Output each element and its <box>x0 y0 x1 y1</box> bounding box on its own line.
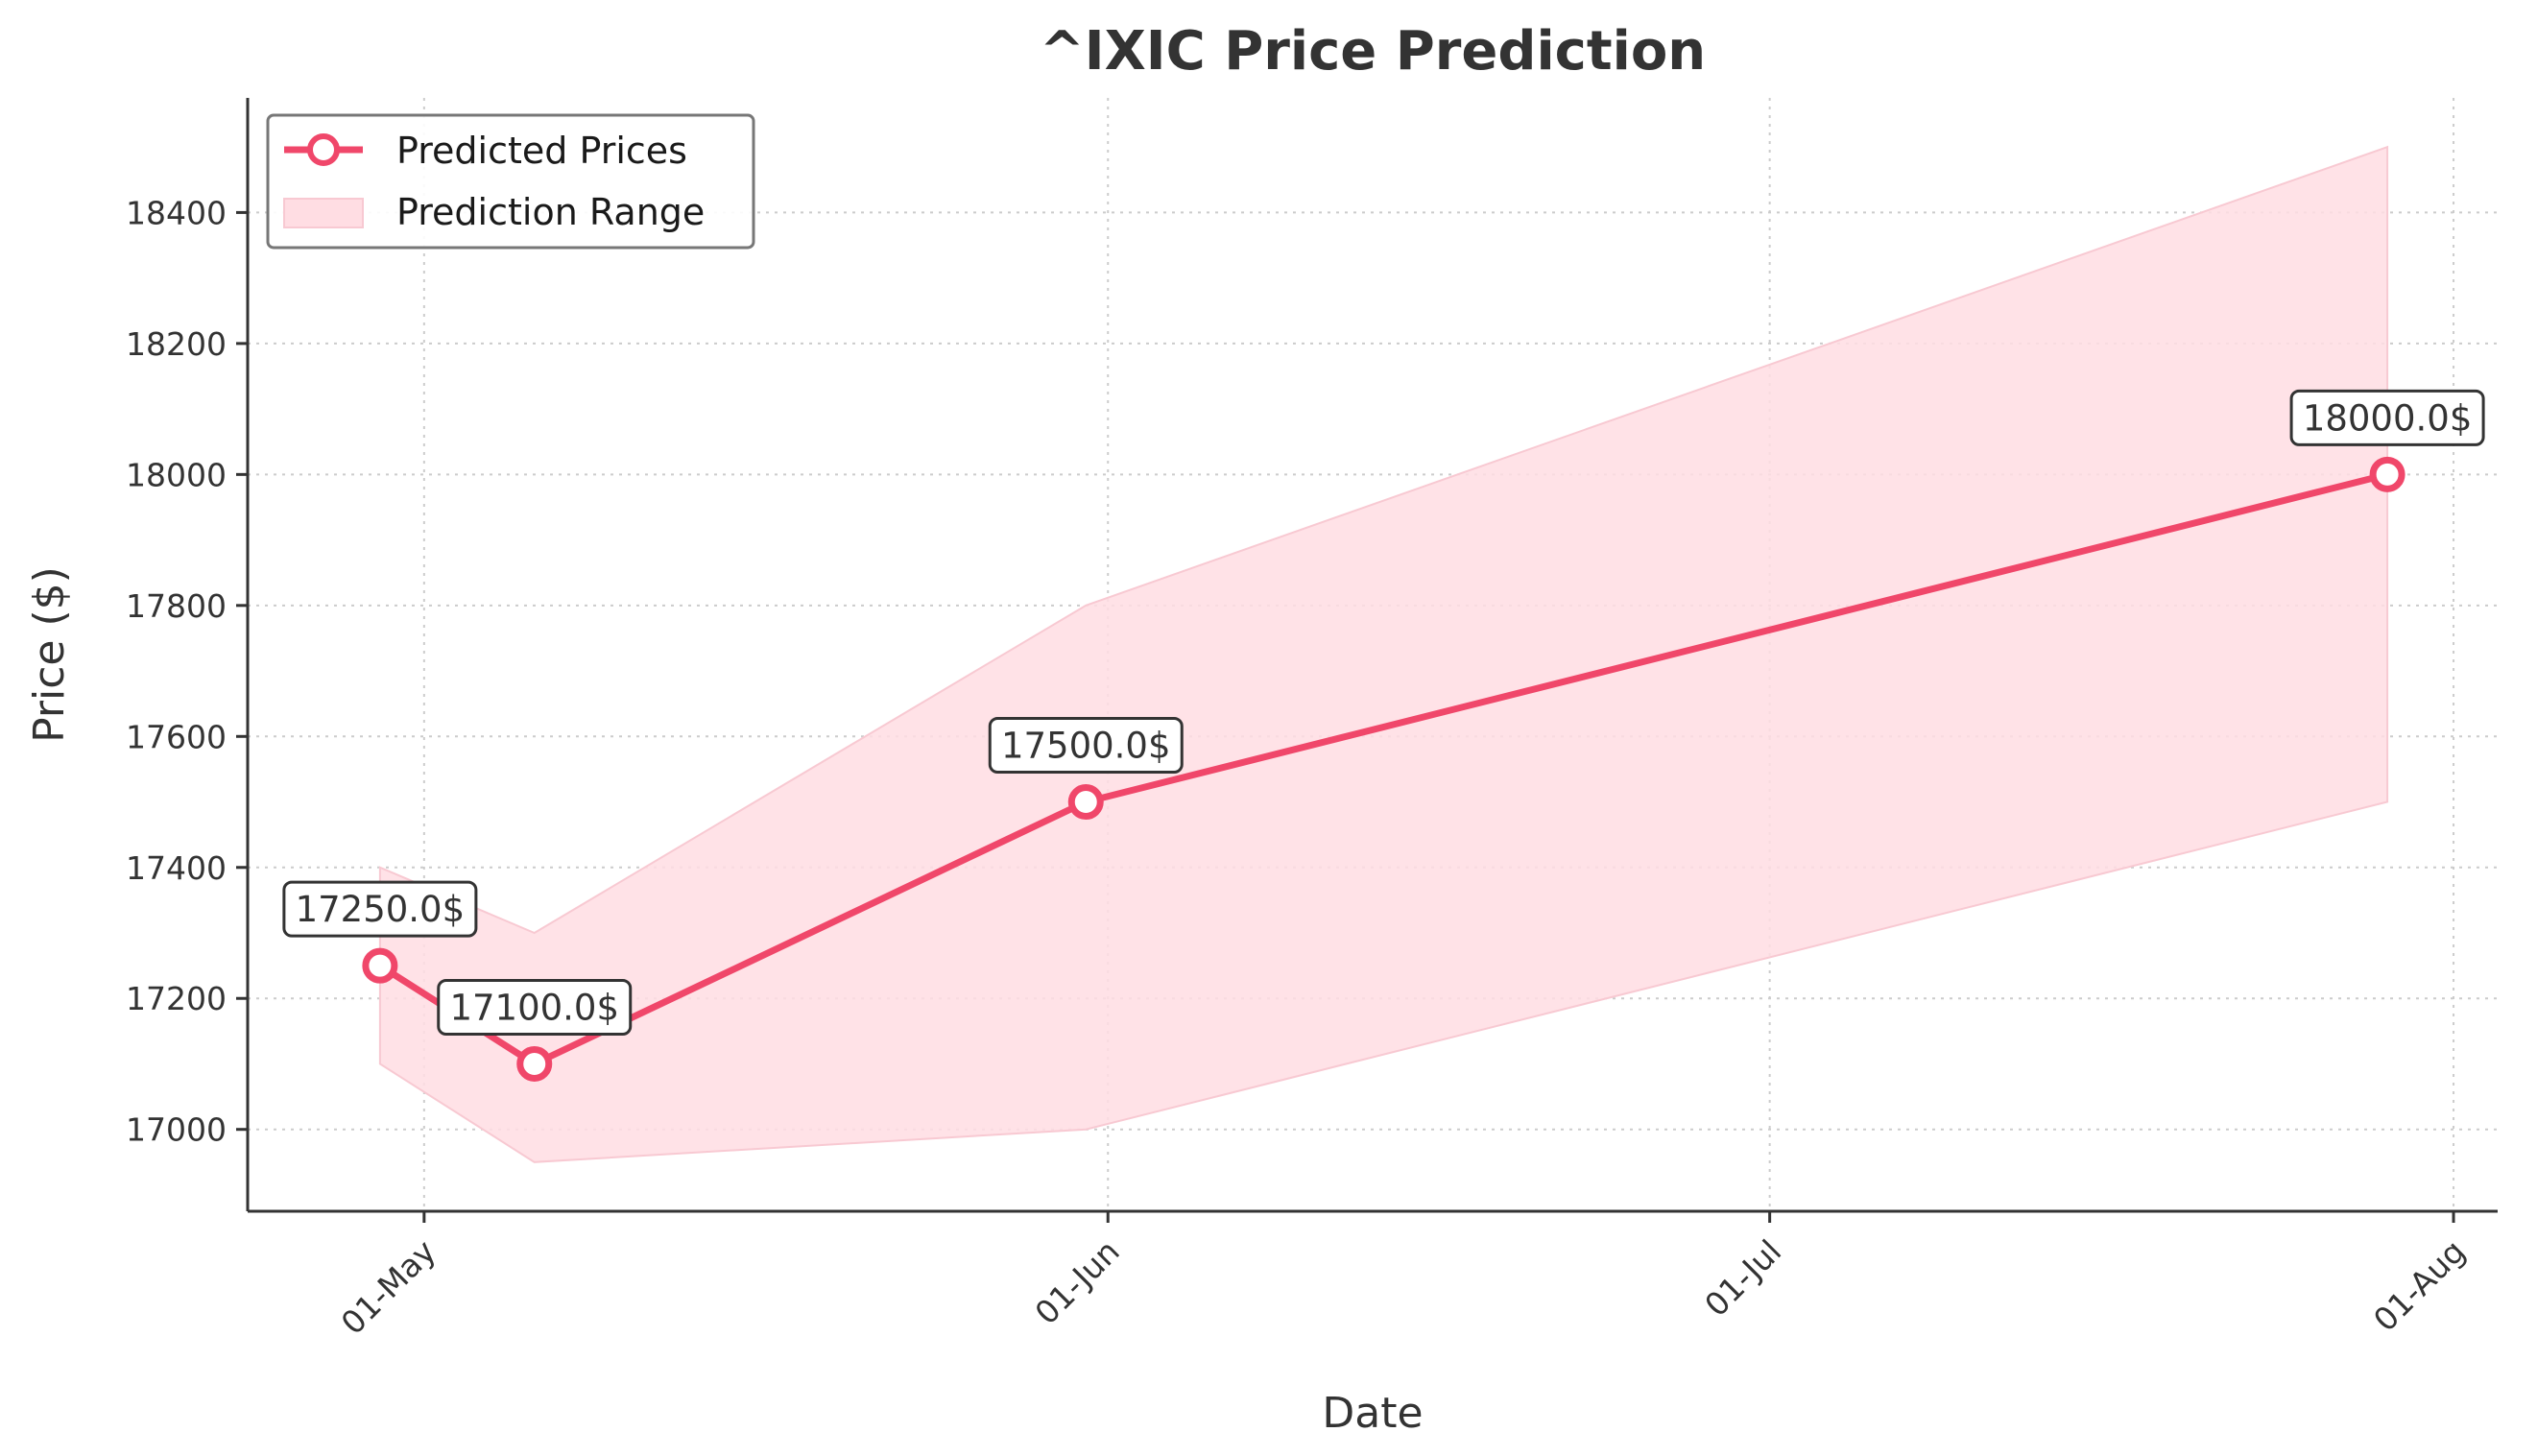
chart-title: ^IXIC Price Prediction <box>1040 20 1706 83</box>
annotation-box <box>988 717 1184 775</box>
legend-label-range: Prediction Range <box>396 191 705 233</box>
x-tick-label: 01-May <box>334 1232 443 1342</box>
data-point <box>516 1045 553 1082</box>
y-tick-label: 17400 <box>126 849 227 887</box>
axes <box>246 98 2498 1213</box>
annotation-box <box>437 978 633 1036</box>
y-axis-title: Price ($) <box>25 566 74 743</box>
annotation-label: 17250.0$ <box>282 880 478 938</box>
annotation-text: 17500.0$ <box>1001 726 1171 767</box>
legend-frame <box>266 113 755 250</box>
data-points <box>362 456 2405 1082</box>
x-ticks: 01-May 01-Jun 01-Jul 01-Aug <box>334 1211 2473 1342</box>
x-axis-title: Date <box>1322 1389 1423 1438</box>
y-ticks: 17000 17200 17400 17600 17800 18000 18200 18400 <box>126 194 248 1149</box>
annotation-label: 17100.0$ <box>437 978 633 1036</box>
annotation-text: 17100.0$ <box>449 987 619 1028</box>
y-tick-label: 17000 <box>126 1111 227 1149</box>
legend: Predicted Prices Prediction Range <box>266 113 755 250</box>
data-point <box>362 947 398 984</box>
y-tick-label: 18000 <box>126 456 227 493</box>
x-tick-label: 01-Jun <box>1027 1232 1126 1331</box>
annotation-text: 18000.0$ <box>2303 397 2473 439</box>
annotation-label: 17500.0$ <box>988 717 1184 775</box>
legend-range-swatch <box>283 198 364 228</box>
data-point <box>2369 456 2405 492</box>
annotation-box <box>282 880 478 938</box>
annotation-text: 17250.0$ <box>296 889 466 930</box>
annotation-box <box>2289 389 2485 446</box>
legend-label-predicted: Predicted Prices <box>396 130 687 172</box>
legend-marker-swatch <box>307 133 340 166</box>
x-tick-label: 01-Aug <box>2366 1232 2473 1339</box>
data-point <box>1067 784 1104 821</box>
y-tick-label: 18400 <box>126 194 227 231</box>
y-tick-label: 17600 <box>126 718 227 755</box>
prediction-range-band <box>378 145 2389 1163</box>
x-tick-label: 01-Jul <box>1697 1232 1788 1324</box>
y-tick-label: 17800 <box>126 587 227 625</box>
annotations: 17250.0$ 17100.0$ 17500.0$ 18000.0$ <box>282 389 2485 1036</box>
y-tick-label: 17200 <box>126 980 227 1017</box>
y-tick-label: 18200 <box>126 325 227 363</box>
annotation-label: 18000.0$ <box>2289 389 2485 446</box>
